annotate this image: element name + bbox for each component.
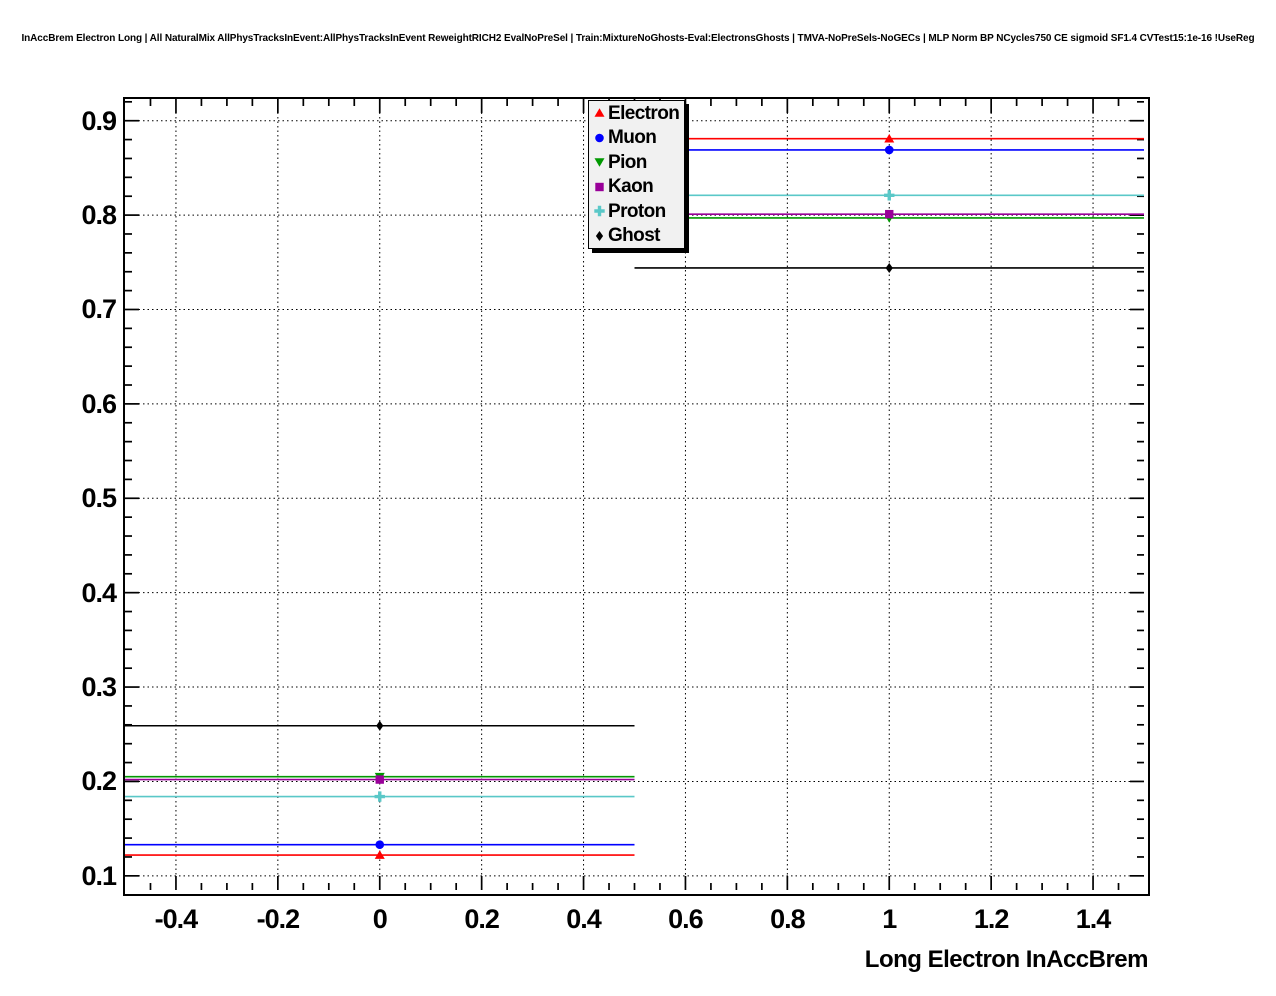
- legend-entry-electron: Electron: [589, 101, 684, 125]
- marker-diamond-icon: [376, 720, 384, 731]
- legend-label: Electron: [608, 102, 680, 124]
- marker-triangle-down-icon: [594, 158, 605, 168]
- legend-marker-square-icon: [595, 182, 604, 191]
- marker-circle-icon: [595, 133, 604, 143]
- x-axis-title: Long Electron InAccBrem: [864, 946, 1149, 973]
- x-tick-label: 1: [882, 904, 897, 934]
- marker-triangle-up-icon: [594, 108, 605, 118]
- legend-entry-ghost: Ghost: [589, 224, 684, 248]
- legend-label: Ghost: [608, 225, 660, 247]
- legend: Electron Muon Pion Kaon Proton Ghost: [588, 100, 685, 249]
- marker-cross-icon: [884, 190, 895, 201]
- marker-square-icon: [595, 182, 604, 191]
- marker-diamond-icon: [885, 262, 893, 273]
- legend-entry-kaon: Kaon: [589, 175, 684, 199]
- legend-entry-muon: Muon: [589, 126, 684, 150]
- marker-square-icon: [885, 209, 894, 219]
- legend-marker-circle-icon: [595, 133, 604, 143]
- y-tick-label: 0.2: [81, 766, 117, 797]
- legend-marker-cross-icon: [594, 206, 605, 217]
- marker-triangle-up-icon: [884, 133, 895, 143]
- x-tick-label: 0.6: [668, 904, 704, 934]
- legend-marker-triangle-down-icon: [594, 158, 605, 168]
- marker-circle-icon: [375, 840, 385, 849]
- legend-marker-triangle-up-icon: [594, 108, 605, 118]
- marker-circle-icon: [884, 145, 894, 155]
- x-tick-label: 1.4: [1075, 904, 1112, 934]
- marker-triangle-up-icon: [374, 850, 385, 859]
- y-tick-label: 0.4: [81, 577, 117, 608]
- x-tick-label: 0.4: [566, 904, 602, 934]
- legend-entry-pion: Pion: [589, 150, 684, 174]
- legend-label: Kaon: [608, 176, 654, 198]
- x-tick-label: 0.8: [770, 904, 806, 934]
- marker-cross-icon: [374, 791, 385, 802]
- x-tick-label: 0: [372, 904, 388, 934]
- legend-label: Proton: [608, 200, 666, 222]
- y-tick-label: 0.5: [81, 483, 117, 514]
- y-tick-label: 0.1: [81, 860, 117, 891]
- legend-label: Muon: [608, 127, 657, 149]
- y-tick-label: 0.9: [81, 105, 117, 136]
- legend-label: Pion: [608, 151, 647, 173]
- y-tick-label: 0.3: [81, 672, 117, 703]
- marker-cross-icon: [594, 206, 605, 217]
- legend-marker-diamond-icon: [595, 230, 604, 241]
- y-tick-label: 0.8: [81, 200, 117, 231]
- plot-title: InAccBrem Electron Long | All NaturalMix…: [21, 33, 1255, 44]
- x-tick-label: 0.2: [464, 904, 500, 934]
- y-tick-label: 0.7: [81, 294, 117, 325]
- x-tick-label: 1.2: [973, 904, 1010, 934]
- y-tick-label: 0.6: [81, 388, 117, 419]
- marker-diamond-icon: [595, 230, 604, 241]
- legend-entry-proton: Proton: [589, 199, 684, 223]
- x-tick-label: -0.4: [154, 904, 199, 934]
- marker-square-icon: [375, 775, 384, 784]
- x-tick-label: -0.2: [256, 904, 301, 934]
